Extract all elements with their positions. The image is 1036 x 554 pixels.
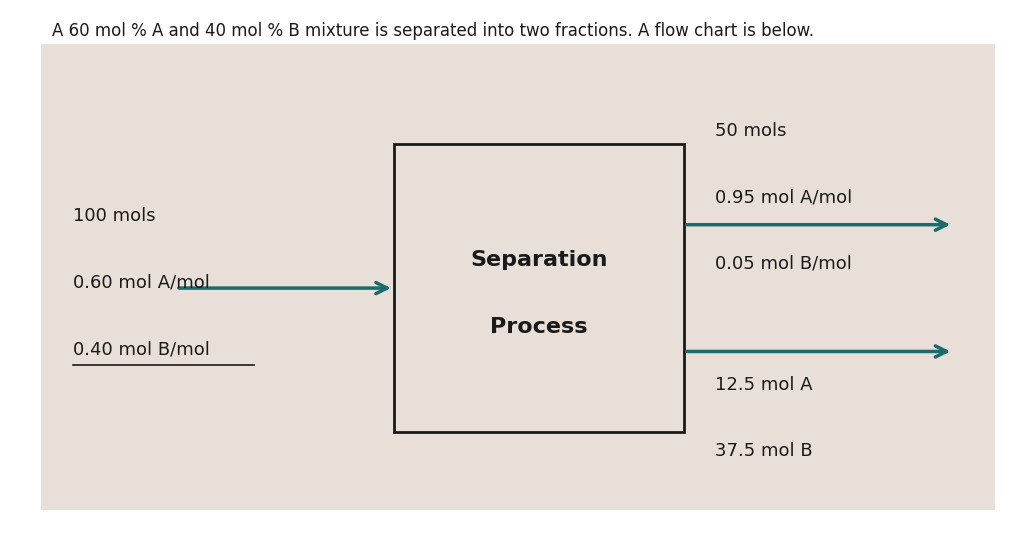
- Text: 100 mols: 100 mols: [73, 207, 155, 225]
- Text: 0.60 mol A/mol: 0.60 mol A/mol: [73, 274, 209, 291]
- Text: 0.05 mol B/mol: 0.05 mol B/mol: [715, 254, 852, 273]
- Text: 0.95 mol A/mol: 0.95 mol A/mol: [715, 188, 852, 206]
- Text: Process: Process: [490, 317, 587, 337]
- FancyBboxPatch shape: [41, 44, 995, 510]
- Text: 0.40 mol B/mol: 0.40 mol B/mol: [73, 340, 209, 358]
- Text: 12.5 mol A: 12.5 mol A: [715, 376, 812, 394]
- Text: 37.5 mol B: 37.5 mol B: [715, 442, 812, 460]
- Text: Separation: Separation: [470, 250, 607, 270]
- Text: A 60 mol % A and 40 mol % B mixture is separated into two fractions. A flow char: A 60 mol % A and 40 mol % B mixture is s…: [52, 22, 814, 40]
- Bar: [394, 144, 684, 432]
- Text: 50 mols: 50 mols: [715, 121, 786, 140]
